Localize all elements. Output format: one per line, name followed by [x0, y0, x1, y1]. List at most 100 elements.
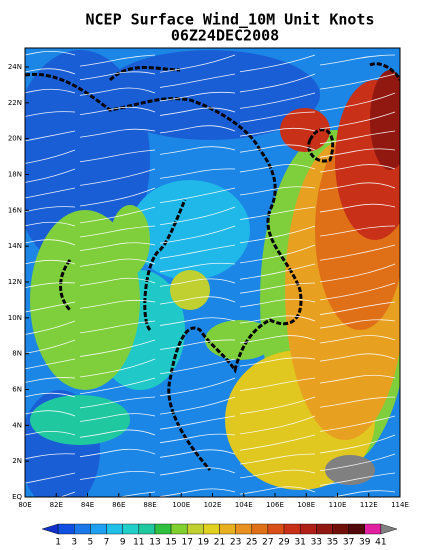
streamline: [25, 206, 76, 212]
streamline: [25, 377, 76, 383]
streamline: [79, 106, 156, 115]
streamline: [25, 111, 76, 117]
streamline: [117, 491, 156, 497]
streamline: [25, 259, 76, 265]
streamline: [159, 146, 236, 155]
lat-label: 4N: [12, 421, 22, 429]
streamline: [79, 448, 156, 458]
streamline: [159, 54, 236, 73]
streamline: [159, 488, 236, 497]
streamline: [159, 107, 236, 116]
streamline: [319, 148, 396, 158]
streamline: [319, 396, 396, 408]
streamline: [159, 278, 236, 287]
streamline: [239, 263, 316, 280]
streamline: [25, 68, 76, 75]
streamline: [319, 301, 396, 315]
lon-label: 80E: [18, 501, 31, 509]
streamline: [239, 206, 316, 220]
streamline: [319, 203, 396, 213]
colorbar-label: 13: [149, 538, 160, 548]
lon-label: 102E: [204, 501, 222, 509]
colorbar-swatch: [380, 523, 398, 535]
streamline: [159, 225, 236, 244]
streamline: [79, 149, 156, 163]
colorbar-label: 25: [246, 538, 257, 548]
streamline: [25, 392, 76, 398]
streamline: [25, 472, 76, 484]
streamline: [79, 470, 156, 480]
streamline: [239, 298, 316, 308]
streamline: [239, 164, 316, 173]
streamline: [319, 92, 396, 112]
lon-label: 100E: [172, 501, 190, 509]
streamline: [319, 73, 396, 90]
streamline: [79, 320, 156, 334]
streamline: [25, 430, 76, 436]
colorbar-label: 31: [294, 538, 305, 548]
streamline: [79, 413, 156, 422]
streamline: [319, 353, 396, 362]
colorbar-label: 37: [343, 538, 354, 548]
lat-label: 24N: [8, 63, 22, 71]
lon-label: 104E: [235, 501, 253, 509]
lat-label: EQ: [12, 493, 22, 501]
colorbar-swatch: [57, 523, 75, 535]
streamline: [25, 282, 76, 289]
colorbar-label: 5: [88, 538, 94, 548]
title: NCEP Surface Wind_10M Unit Knots: [86, 11, 375, 29]
streamline: [25, 187, 76, 199]
streamline: [159, 358, 236, 375]
streamline: [239, 486, 316, 495]
colorbar-swatch: [283, 523, 301, 535]
streamline: [25, 453, 76, 460]
streamline: [330, 490, 396, 497]
colorbar-label: 7: [104, 538, 110, 548]
lon-label: 112E: [360, 501, 378, 509]
streamline: [79, 358, 156, 378]
streamline: [319, 319, 396, 329]
colorbar-swatch: [348, 523, 365, 535]
streamline: [239, 335, 316, 344]
streamline: [25, 88, 76, 94]
colorbar-swatch: [251, 523, 269, 535]
streamline: [79, 206, 156, 224]
colorbar-swatch: [41, 523, 59, 535]
streamline: [25, 130, 76, 142]
streamline: [79, 87, 156, 96]
colorbar-swatch: [106, 523, 123, 535]
streamline: [239, 111, 316, 123]
colorbar-swatch: [235, 523, 252, 535]
colorbar-label: 39: [359, 538, 371, 548]
streamline: [239, 415, 316, 435]
streamline: [25, 358, 76, 370]
lat-label: 22N: [8, 99, 22, 107]
lat-label: 14N: [8, 242, 22, 250]
streamline: [59, 491, 76, 497]
streamline: [79, 71, 156, 81]
colorbar-swatch: [299, 523, 317, 535]
streamline: [159, 433, 236, 444]
lat-label: 6N: [12, 386, 22, 394]
lon-label: 86E: [112, 501, 125, 509]
lat-label: 8N: [12, 350, 22, 358]
streamline: [79, 187, 156, 207]
lat-label: 18N: [8, 171, 22, 179]
streamline: [319, 225, 396, 237]
colorbar-label: 35: [327, 538, 338, 548]
streamline: [159, 73, 236, 88]
colorbar-swatch: [187, 523, 204, 535]
streamline: [79, 258, 156, 267]
lat-label: 20N: [8, 135, 22, 143]
lon-label: 106E: [266, 501, 284, 509]
streamline: [239, 434, 316, 451]
colorbar-label: 23: [230, 538, 241, 548]
lat-label: 12N: [8, 278, 22, 286]
streamline: [319, 374, 396, 384]
streamline: [159, 206, 236, 226]
streamline: [319, 263, 396, 283]
lat-label: 10N: [8, 314, 22, 322]
streamline: [159, 244, 236, 259]
colorbar-swatch: [203, 523, 220, 535]
